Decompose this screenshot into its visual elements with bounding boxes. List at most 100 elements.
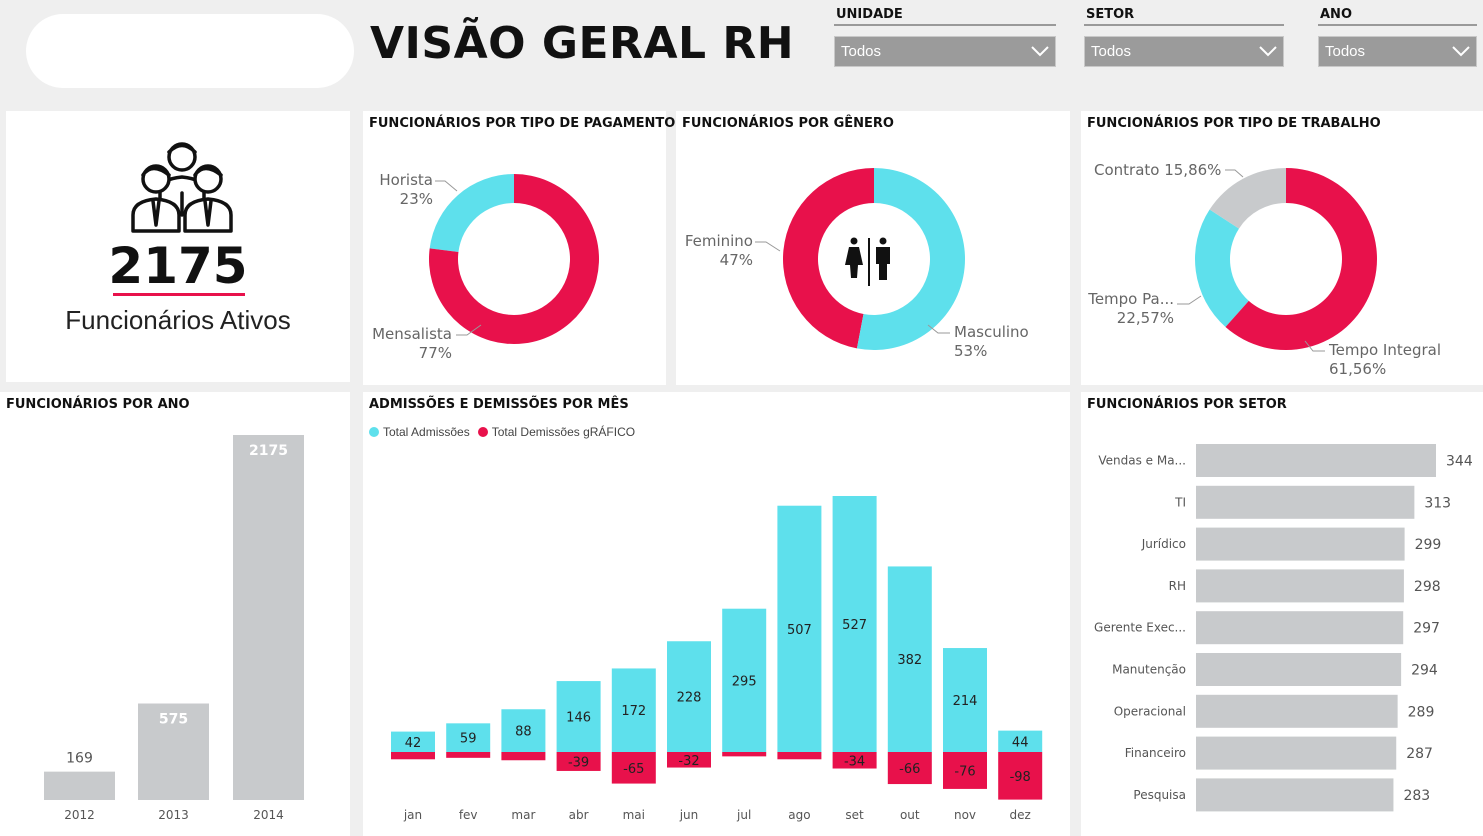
- page-title: VISÃO GERAL RH: [370, 18, 795, 69]
- data-label-demissoes: -66: [899, 762, 920, 777]
- bar-demissoes: [722, 752, 767, 757]
- leader-line: [435, 180, 458, 192]
- y-tick-label: Vendas e Ma...: [1098, 454, 1186, 468]
- employees-by-year-chart: 169 2012 575 2013 2175 2014: [44, 435, 304, 822]
- x-tick-label: out: [900, 808, 920, 822]
- x-tick-label: fev: [459, 808, 478, 822]
- x-tick-label: 2012: [64, 808, 95, 822]
- employees-by-sector-card: FUNCIONÁRIOS POR SETOR Vendas e Ma... 344…: [1081, 392, 1483, 836]
- bar: [138, 703, 209, 800]
- chevron-down-icon: [1452, 46, 1470, 57]
- bar-admissoes: [391, 731, 435, 752]
- bar-admissoes: [556, 681, 601, 752]
- slice-value-label: 53%: [954, 342, 987, 360]
- data-label: 283: [1403, 788, 1430, 804]
- bar-demissoes: [887, 752, 932, 785]
- bar-demissoes: [667, 752, 711, 768]
- employees-by-year-card: FUNCIONÁRIOS POR ANO 169 2012 575 2013 2175 2…: [0, 392, 350, 836]
- data-label: 287: [1406, 746, 1433, 762]
- donut-slice: [429, 174, 599, 344]
- chart-title: FUNCIONÁRIOS POR ANO: [6, 397, 190, 412]
- donut-slice: [1209, 168, 1287, 229]
- bar-admissoes: [667, 641, 711, 752]
- payment-type-card: FUNCIONÁRIOS POR TIPO DE PAGAMENTO Horis…: [363, 111, 675, 385]
- data-label: 313: [1424, 495, 1451, 511]
- data-label-admissoes: 527: [842, 618, 867, 633]
- kpi-label: Funcionários Ativos: [65, 305, 291, 335]
- leader-line: [1177, 295, 1202, 305]
- bar-demissoes: [832, 752, 877, 769]
- bar-admissoes: [943, 648, 987, 752]
- bar-demissoes: [391, 752, 435, 760]
- donut-slice: [1195, 209, 1249, 327]
- bar-admissoes: [777, 505, 822, 752]
- data-label-admissoes: 172: [621, 704, 646, 719]
- bar: [1196, 527, 1405, 561]
- bar: [1196, 736, 1397, 770]
- bar-admissoes: [611, 668, 656, 752]
- data-label-admissoes: 88: [515, 725, 532, 740]
- y-tick-label: TI: [1174, 495, 1186, 509]
- data-label: 294: [1411, 663, 1438, 679]
- filter-unidade-value: Todos: [841, 43, 882, 60]
- kpi-underline: [113, 293, 245, 296]
- hires-terminations-card: ADMISSÕES E DEMISSÕES POR MÊS Total Admi…: [363, 392, 1070, 836]
- slice-category-label: Mensalista: [372, 325, 452, 343]
- data-label-demissoes: -39: [568, 755, 589, 770]
- filter-unidade-dropdown[interactable]: Todos: [834, 36, 1056, 67]
- data-label: 297: [1413, 621, 1440, 637]
- chart-title: ADMISSÕES E DEMISSÕES POR MÊS: [369, 397, 629, 412]
- data-label-admissoes: 295: [732, 674, 757, 689]
- filter-ano-dropdown[interactable]: Todos: [1318, 36, 1477, 67]
- legend-label-demissoes: Total Demissões gRÁFICO: [491, 425, 636, 439]
- filter-setor-dropdown[interactable]: Todos: [1084, 36, 1284, 67]
- restroom-icon: [845, 237, 890, 286]
- y-tick-label: Manutenção: [1112, 663, 1186, 677]
- bar: [1196, 611, 1404, 645]
- bar-admissoes: [832, 496, 877, 752]
- data-label-demissoes: -98: [1010, 770, 1031, 785]
- employees-by-sector-chart: Vendas e Ma... 344 TI 313 Jurídico 299 RH 298 Ge…: [1094, 444, 1473, 812]
- bar-admissoes: [998, 730, 1043, 752]
- y-tick-label: Operacional: [1114, 704, 1186, 718]
- work-type-donut: Contrato 15,86% Tempo Pa...22,57% Tempo In…: [1087, 161, 1441, 378]
- bar-demissoes: [777, 752, 822, 760]
- slice-value-label: 77%: [419, 344, 452, 362]
- bar-admissoes: [446, 723, 491, 752]
- bar: [1196, 694, 1398, 728]
- kpi-value: 2175: [108, 237, 248, 295]
- leader-line: [927, 324, 950, 334]
- slice-value-label: 23%: [400, 190, 433, 208]
- bar-demissoes: [943, 752, 987, 789]
- chart-title: FUNCIONÁRIOS POR TIPO DE PAGAMENTO: [369, 116, 676, 131]
- filter-ano[interactable]: ANO Todos: [1318, 6, 1477, 67]
- bar-demissoes: [611, 752, 656, 784]
- bar-demissoes: [501, 752, 546, 761]
- filter-setor[interactable]: SETOR Todos: [1084, 6, 1284, 67]
- x-tick-label: 2014: [253, 808, 284, 822]
- bar: [1196, 569, 1404, 603]
- gender-card: FUNCIONÁRIOS POR GÊNERO Feminino 47% Mascu…: [676, 111, 1070, 385]
- filter-ano-value: Todos: [1325, 43, 1366, 60]
- x-tick-label: mar: [511, 808, 535, 822]
- leader-line: [456, 324, 482, 336]
- slice-value-label: 22,57%: [1117, 309, 1174, 327]
- filter-setor-value: Todos: [1091, 43, 1132, 60]
- slice-category-label: Feminino: [685, 232, 753, 250]
- filter-unidade[interactable]: UNIDADE Todos: [834, 6, 1056, 67]
- slice-category-label: Horista: [379, 171, 433, 189]
- x-tick-label: jun: [679, 808, 699, 822]
- donut-slice: [1225, 168, 1377, 350]
- slice-value-label: 47%: [720, 251, 753, 269]
- data-label-admissoes: 507: [787, 623, 812, 638]
- bar: [44, 771, 115, 800]
- legend-label-admissoes: Total Admissões: [383, 425, 470, 439]
- company-logo-placeholder: [26, 14, 354, 88]
- x-tick-label: set: [845, 808, 864, 822]
- donut-slice: [783, 168, 874, 349]
- x-tick-label: ago: [788, 808, 810, 822]
- hires-terminations-chart: 42 jan 59 fev 88 mar 146 -39 abr 172 -65 mai 228 -32 j…: [391, 496, 1043, 822]
- bar-demissoes: [556, 752, 601, 771]
- donut-slice: [429, 174, 514, 252]
